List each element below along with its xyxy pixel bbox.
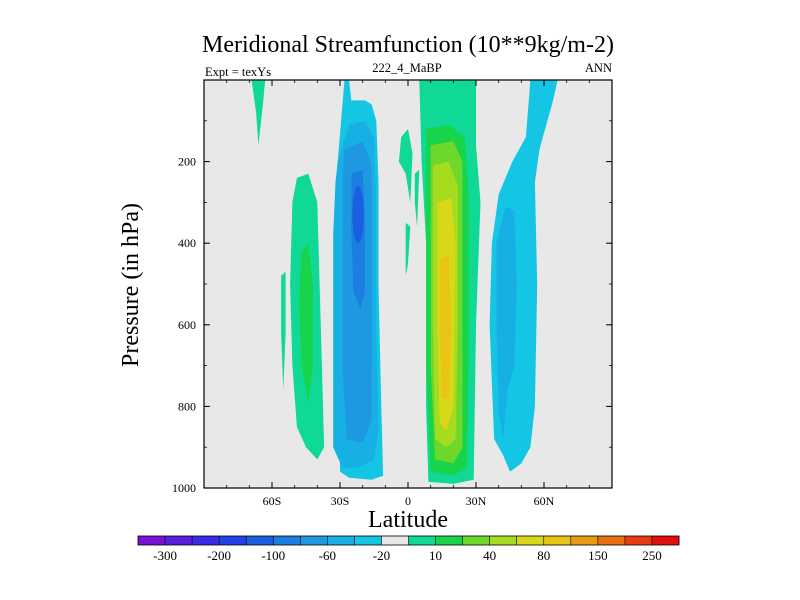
colorbar-tick-label: -60 — [319, 548, 336, 563]
x-tick-label: 30N — [466, 494, 487, 508]
subtitle-center: 222_4_MaBP — [372, 61, 442, 75]
y-tick-label: 600 — [178, 318, 196, 332]
colorbar-swatch — [570, 536, 599, 545]
subtitle-left: Expt = texYs — [205, 65, 271, 79]
colorbar-swatch — [462, 536, 490, 545]
contour-band-sh-ferrel-small — [281, 271, 286, 391]
contour-band-nh-ferrel-20 — [496, 206, 517, 439]
contour-band-sh-polar — [251, 80, 266, 146]
colorbar-swatch — [651, 536, 680, 545]
colorbar-tick-label: 40 — [483, 548, 496, 563]
colorbar-swatch — [408, 536, 436, 545]
colorbar-swatch — [597, 536, 626, 545]
y-tick-label: 800 — [178, 399, 196, 413]
chart-title: Meridional Streamfunction (10**9kg/m-2) — [202, 32, 614, 58]
contour-band-eq-right — [414, 169, 420, 227]
colorbar-swatch — [192, 536, 220, 545]
contour-band-sh-ferrel-20 — [299, 243, 313, 403]
colorbar-swatch — [489, 536, 517, 545]
colorbar-swatch — [354, 536, 382, 545]
contour-band-eq-mid — [405, 222, 411, 276]
y-tick-label: 1000 — [172, 481, 196, 495]
colorbar-tick-label: -100 — [261, 548, 285, 563]
colorbar-swatch — [624, 536, 653, 545]
y-tick-label: 400 — [178, 236, 196, 250]
colorbar-swatch — [435, 536, 463, 545]
colorbar-swatch — [246, 536, 274, 545]
colorbar-swatch — [327, 536, 355, 545]
colorbar-tick-label: 10 — [429, 548, 442, 563]
colorbar-tick-label: -20 — [373, 548, 390, 563]
colorbar-tick-label: 250 — [642, 548, 662, 563]
colorbar-tick-label: 80 — [537, 548, 550, 563]
colorbar-swatch — [543, 536, 572, 545]
contour-band-sh-hadley-80 — [352, 186, 364, 244]
colorbar-swatch — [138, 536, 166, 545]
colorbar: -300 -200 -100 -60 -20 10 40 80 150 250 — [137, 535, 680, 563]
y-tick-label: 200 — [178, 155, 196, 169]
plot-area — [203, 79, 613, 489]
subtitle-right: ANN — [585, 61, 612, 75]
x-tick-label: 0 — [405, 494, 411, 508]
colorbar-swatch — [273, 536, 301, 545]
x-tick-label: 60S — [263, 494, 282, 508]
contour-fills — [251, 80, 558, 484]
y-axis-label: Pressure (in hPa) — [118, 203, 144, 367]
colorbar-swatch — [381, 536, 409, 545]
x-tick-label: 60N — [534, 494, 555, 508]
colorbar-swatch — [165, 536, 193, 545]
colorbar-swatch — [300, 536, 328, 545]
colorbar-swatch — [219, 536, 247, 545]
colorbar-tick-label: -200 — [207, 548, 231, 563]
contour-band-eq-upper — [398, 129, 413, 203]
x-tick-label: 30S — [331, 494, 350, 508]
y-axis: 200 400 600 800 1000 — [172, 120, 612, 495]
contour-band-nh-hadley-100 — [439, 255, 452, 399]
colorbar-tick-label: 150 — [588, 548, 608, 563]
colorbar-tick-label: -300 — [153, 548, 177, 563]
x-axis: 60S 30S 0 30N 60N — [226, 80, 590, 508]
colorbar-swatch — [516, 536, 545, 545]
x-axis-label: Latitude — [368, 507, 448, 533]
